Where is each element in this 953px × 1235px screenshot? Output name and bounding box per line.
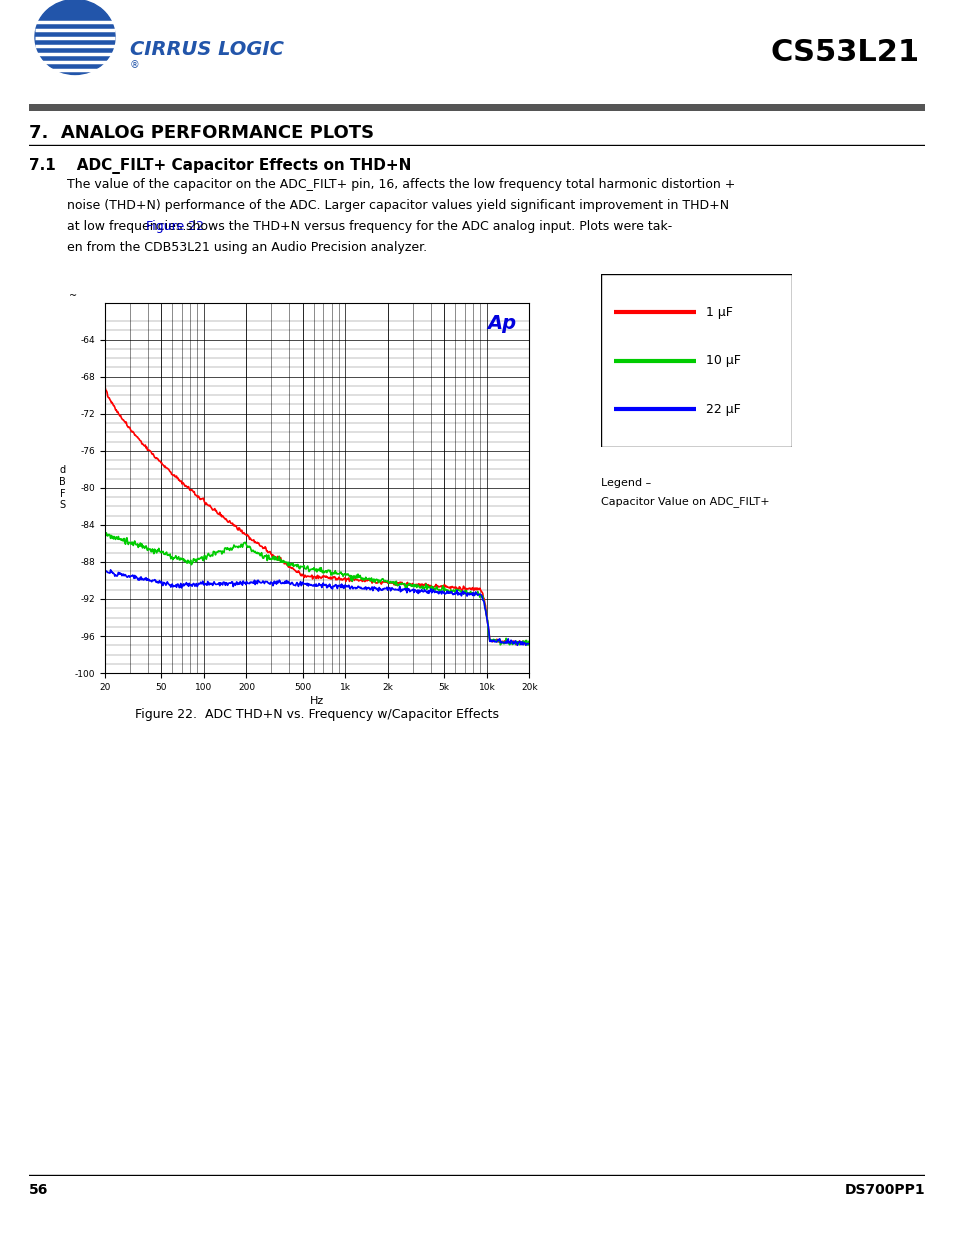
22 μF [105,562,116,577]
22 μF [419,583,431,598]
10 μF [292,557,303,572]
Line: 10 μF: 10 μF [105,532,529,645]
22 μF [511,638,522,653]
22 μF [383,580,395,595]
Text: Figure 22: Figure 22 [146,220,204,233]
1 μF [208,503,219,517]
Text: Legend –: Legend – [600,478,651,488]
Text: 56: 56 [29,1183,48,1197]
10 μF [99,526,111,541]
22 μF [99,566,111,580]
22 μF [174,576,186,590]
10 μF [383,576,395,590]
Text: DS700PP1: DS700PP1 [843,1183,924,1197]
Text: CS53L21: CS53L21 [770,38,919,68]
22 μF [292,577,303,592]
X-axis label: Hz: Hz [310,697,324,706]
Text: Capacitor Value on ADC_FILT+: Capacitor Value on ADC_FILT+ [600,496,769,508]
Text: Ap: Ap [487,314,517,332]
1 μF [349,572,360,587]
1 μF [382,576,394,590]
22 μF [523,636,535,651]
1 μF [99,378,111,393]
Text: d
B
F
S: d B F S [59,466,66,510]
Text: ~: ~ [69,290,77,301]
10 μF [174,551,186,566]
1 μF [174,474,186,489]
10 μF [523,637,535,652]
Text: at low frequencies.: at low frequencies. [67,220,190,233]
1 μF [418,578,430,593]
Text: CIRRUS LOGIC: CIRRUS LOGIC [130,41,284,59]
1 μF [523,637,535,652]
Text: shows the THD+N versus frequency for the ADC analog input. Plots were tak-: shows the THD+N versus frequency for the… [181,220,671,233]
Text: 7.1    ADC_FILT+ Capacitor Effects on THD+N: 7.1 ADC_FILT+ Capacitor Effects on THD+N [29,158,411,174]
22 μF [209,576,220,590]
Text: 10 μF: 10 μF [705,354,740,367]
Text: Figure 22.  ADC THD+N vs. Frequency w/Capacitor Effects: Figure 22. ADC THD+N vs. Frequency w/Cap… [135,708,498,721]
10 μF [350,571,361,585]
Text: ®: ® [130,61,139,70]
Text: The value of the capacitor on the ADC_FILT+ pin, 16, affects the low frequency t: The value of the capacitor on the ADC_FI… [67,178,735,191]
22 μF [350,582,361,597]
Text: 7.  ANALOG PERFORMANCE PLOTS: 7. ANALOG PERFORMANCE PLOTS [29,124,374,142]
10 μF [209,545,220,559]
Text: en from the CDB53L21 using an Audio Precision analyzer.: en from the CDB53L21 using an Audio Prec… [67,241,426,254]
10 μF [521,637,533,652]
10 μF [419,579,431,594]
1 μF [291,564,302,579]
Text: 1 μF: 1 μF [705,306,732,319]
Line: 22 μF: 22 μF [105,569,529,646]
10 μF [100,525,112,540]
Text: 22 μF: 22 μF [705,403,740,415]
Line: 1 μF: 1 μF [105,385,529,645]
Text: noise (THD+N) performance of the ADC. Larger capacitor values yield significant : noise (THD+N) performance of the ADC. La… [67,199,728,212]
Ellipse shape [35,0,115,74]
